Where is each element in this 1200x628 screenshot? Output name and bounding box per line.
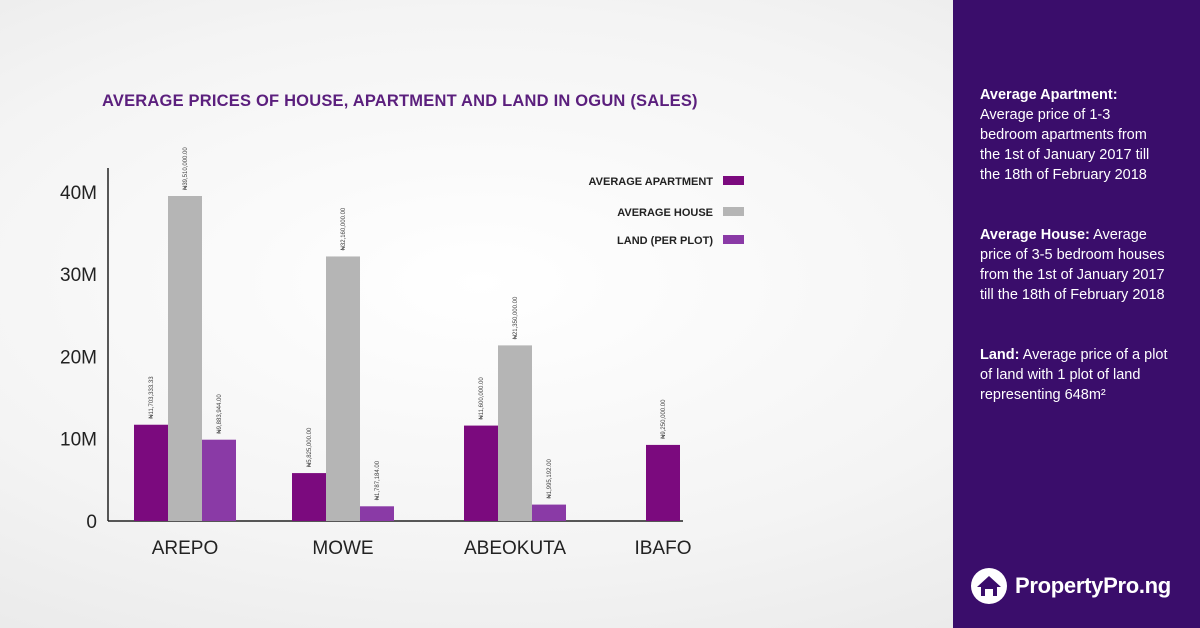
y-tick-label: 40M xyxy=(60,183,97,204)
bar-value-label: ₦1,995,192.00 xyxy=(547,459,553,499)
x-tick-label: MOWE xyxy=(312,538,373,559)
bar xyxy=(532,504,566,521)
bar-value-label: ₦9,250,000.00 xyxy=(661,399,667,439)
x-tick-label: AREPO xyxy=(152,538,219,559)
legend-swatch xyxy=(723,235,744,244)
note-house: Average House: Average price of 3-5 bedr… xyxy=(980,225,1170,305)
legend-label: AVERAGE HOUSE xyxy=(617,207,713,219)
note-text: Average price of 3-5 bedroom houses from… xyxy=(980,227,1165,303)
note-term: Land: xyxy=(980,347,1020,363)
bar xyxy=(360,506,394,521)
bar xyxy=(134,424,168,521)
bar xyxy=(498,345,532,521)
bar-value-label: ₦9,883,944.00 xyxy=(217,394,223,434)
bar xyxy=(202,439,236,521)
x-tick-label: ABEOKUTA xyxy=(464,538,566,559)
legend-swatch xyxy=(723,207,744,216)
bar-value-label: ₦21,350,000.00 xyxy=(513,296,519,339)
side-panel: Average Apartment: Average price of 1-3 … xyxy=(953,0,1200,628)
note-term: Average Apartment: xyxy=(980,87,1118,103)
bar-value-label: ₦32,160,000.00 xyxy=(341,207,347,250)
bar xyxy=(168,196,202,521)
propertypro-logo: PropertyPro.ng xyxy=(969,566,1171,606)
y-tick-label: 10M xyxy=(60,430,97,451)
y-tick-label: 20M xyxy=(60,347,97,368)
bar-value-label: ₦39,510,000.00 xyxy=(183,147,189,190)
note-text: Average price of a plot of land with 1 p… xyxy=(980,347,1168,403)
logo-text: PropertyPro.ng xyxy=(1015,573,1171,598)
note-term: Average House: xyxy=(980,227,1090,243)
bar-value-label: ₦5,825,000.00 xyxy=(307,427,313,467)
house-logo-icon xyxy=(971,568,1007,604)
bar xyxy=(464,425,498,521)
bar-value-label: ₦11,600,000.00 xyxy=(479,377,485,420)
note-apartment: Average Apartment: Average price of 1-3 … xyxy=(980,85,1170,185)
bar xyxy=(326,256,360,521)
bar-value-label: ₦1,787,184.00 xyxy=(375,460,381,500)
note-land: Land: Average price of a plot of land wi… xyxy=(980,345,1170,405)
legend-swatch xyxy=(723,176,744,185)
chart-title: AVERAGE PRICES OF HOUSE, APARTMENT AND L… xyxy=(102,92,698,110)
bar xyxy=(646,444,680,521)
legend-label: AVERAGE APARTMENT xyxy=(589,176,714,188)
y-tick-label: 30M xyxy=(60,265,97,286)
y-tick-label: 0 xyxy=(86,512,97,533)
legend-label: LAND (PER PLOT) xyxy=(617,235,713,247)
note-text: Average price of 1-3 bedroom apartments … xyxy=(980,107,1150,183)
bar-value-label: ₦11,703,333.33 xyxy=(149,376,155,419)
bar-chart: 0 10M 20M 30M 40M AREPO MOWE ABEOKUTA IBAFO ₦11,7… xyxy=(60,147,744,559)
x-tick-label: IBAFO xyxy=(634,538,691,559)
bar xyxy=(292,473,326,521)
